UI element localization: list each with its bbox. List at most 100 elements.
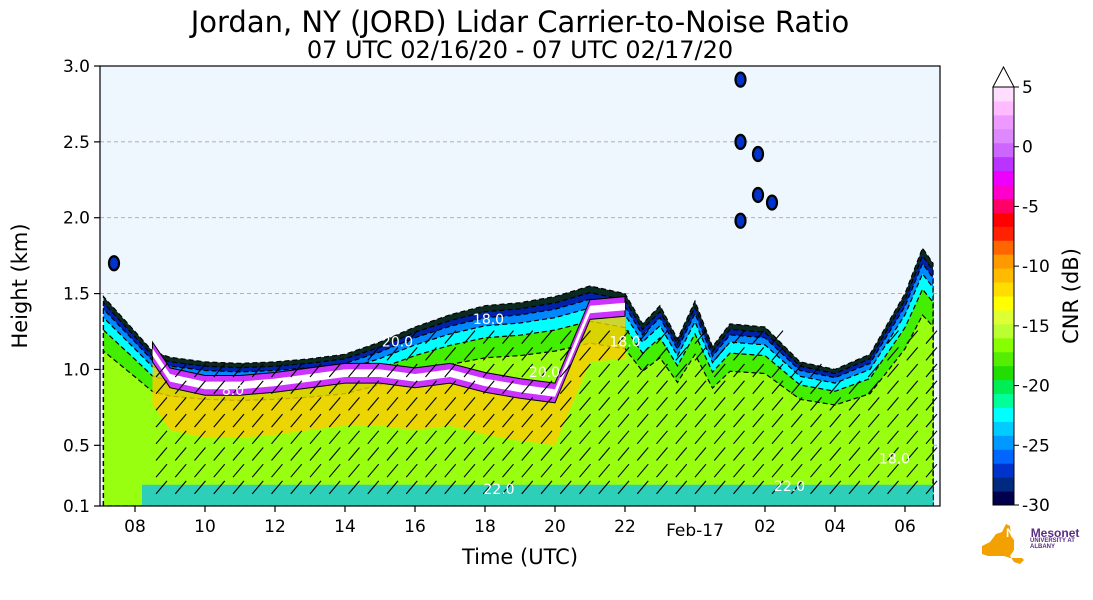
wind-barb (713, 447, 726, 461)
wind-barb (444, 397, 457, 411)
wind-barb (271, 463, 283, 478)
wind-barb (771, 346, 784, 361)
wind-barb (617, 480, 630, 495)
wind-barb (309, 480, 322, 495)
wind-barb (194, 447, 206, 461)
colorbar-extend-arrow (992, 65, 1015, 88)
wind-barb (579, 413, 591, 428)
wind-barb (386, 380, 399, 395)
wind-barb (405, 480, 418, 495)
wind-barb (713, 413, 726, 428)
wind-barb (906, 397, 919, 411)
contour-label: 20.0 (529, 365, 560, 381)
wind-barb (540, 363, 553, 378)
contour-label: 18.0 (473, 312, 504, 328)
wind-barb (309, 430, 322, 445)
wind-barb (540, 380, 553, 395)
wind-barb (425, 430, 437, 445)
wind-barb (829, 397, 842, 411)
x-tick-label: 08 (124, 517, 146, 537)
wind-barb (810, 413, 822, 428)
wind-barb (425, 463, 437, 478)
wind-barb (232, 363, 245, 378)
wind-barb (290, 430, 303, 445)
wind-barb (810, 430, 822, 445)
y-tick-label: 1.0 (63, 360, 90, 380)
wind-barb (540, 447, 553, 461)
wind-barb (251, 397, 264, 411)
x-tick-label: 22 (614, 517, 636, 537)
wind-barb (713, 480, 726, 495)
wind-barb (713, 397, 726, 411)
wind-barb (656, 397, 668, 411)
wind-barb (502, 447, 514, 461)
wind-barb (194, 413, 206, 428)
colorbar-segment (993, 296, 1014, 311)
colorbar-segment (993, 337, 1014, 353)
wind-barb (694, 430, 707, 445)
wind-barb (521, 447, 534, 461)
wind-barb (656, 430, 668, 445)
wind-barb (386, 397, 399, 411)
wind-barb (309, 380, 322, 395)
wind-barb (502, 413, 514, 428)
wind-barb (444, 380, 457, 395)
wind-barb (694, 463, 707, 478)
wind-barb (213, 363, 226, 378)
wind-barb (328, 397, 341, 411)
wind-barb (713, 363, 726, 378)
colorbar-segment (993, 226, 1014, 241)
wind-barb (925, 363, 938, 378)
wind-barb (482, 330, 495, 345)
wind-barb (598, 363, 611, 378)
wind-barb (174, 447, 187, 461)
wind-barb (213, 380, 226, 395)
wind-barb (752, 363, 765, 378)
cloud-aloft (734, 71, 747, 88)
wind-barb (925, 346, 938, 361)
wind-barb (867, 463, 880, 478)
wind-barb (771, 480, 784, 495)
wind-barb (482, 463, 495, 478)
wind-barb (213, 463, 226, 478)
wind-barb (617, 380, 630, 395)
wind-barb (502, 363, 514, 378)
wind-barb (463, 463, 476, 478)
wind-barb (713, 430, 726, 445)
wind-barb (771, 413, 784, 428)
wind-barb (848, 447, 861, 461)
plot-area: 18.0 20.0 20.0 22.0 22.0 18.0 18.0 8.0 (100, 66, 940, 506)
wind-barb (598, 330, 611, 345)
wind-barb (867, 430, 880, 445)
x-tick-label: 16 (404, 517, 426, 537)
colorbar-tick-label: -10 (1022, 257, 1050, 277)
wind-barb (367, 447, 380, 461)
wind-barb (502, 380, 514, 395)
wind-barb (559, 346, 572, 361)
wind-barb (887, 480, 899, 495)
wind-barb (752, 346, 765, 361)
wind-barb (906, 363, 919, 378)
wind-barb (348, 397, 360, 411)
colorbar-segment (993, 184, 1014, 199)
wind-barb (444, 330, 457, 345)
wind-barb (598, 346, 611, 361)
wind-barb (579, 346, 591, 361)
wind-barb (675, 363, 688, 378)
x-tick-label: 04 (824, 517, 846, 537)
wind-barb (752, 413, 765, 428)
wind-barb (540, 413, 553, 428)
wind-barb (887, 397, 899, 411)
colorbar-segment (993, 309, 1014, 325)
chart-subtitle: 07 UTC 02/16/20 - 07 UTC 02/17/20 (306, 36, 734, 64)
wind-barb (675, 380, 688, 395)
wind-barb (290, 397, 303, 411)
colorbar-segment (993, 268, 1014, 283)
wind-barb (309, 447, 322, 461)
wind-barb (271, 413, 283, 428)
wind-barb (251, 363, 264, 378)
wind-barb (463, 363, 476, 378)
colorbar-segment (993, 407, 1014, 422)
wind-barb (598, 480, 611, 495)
wind-barb (386, 413, 399, 428)
